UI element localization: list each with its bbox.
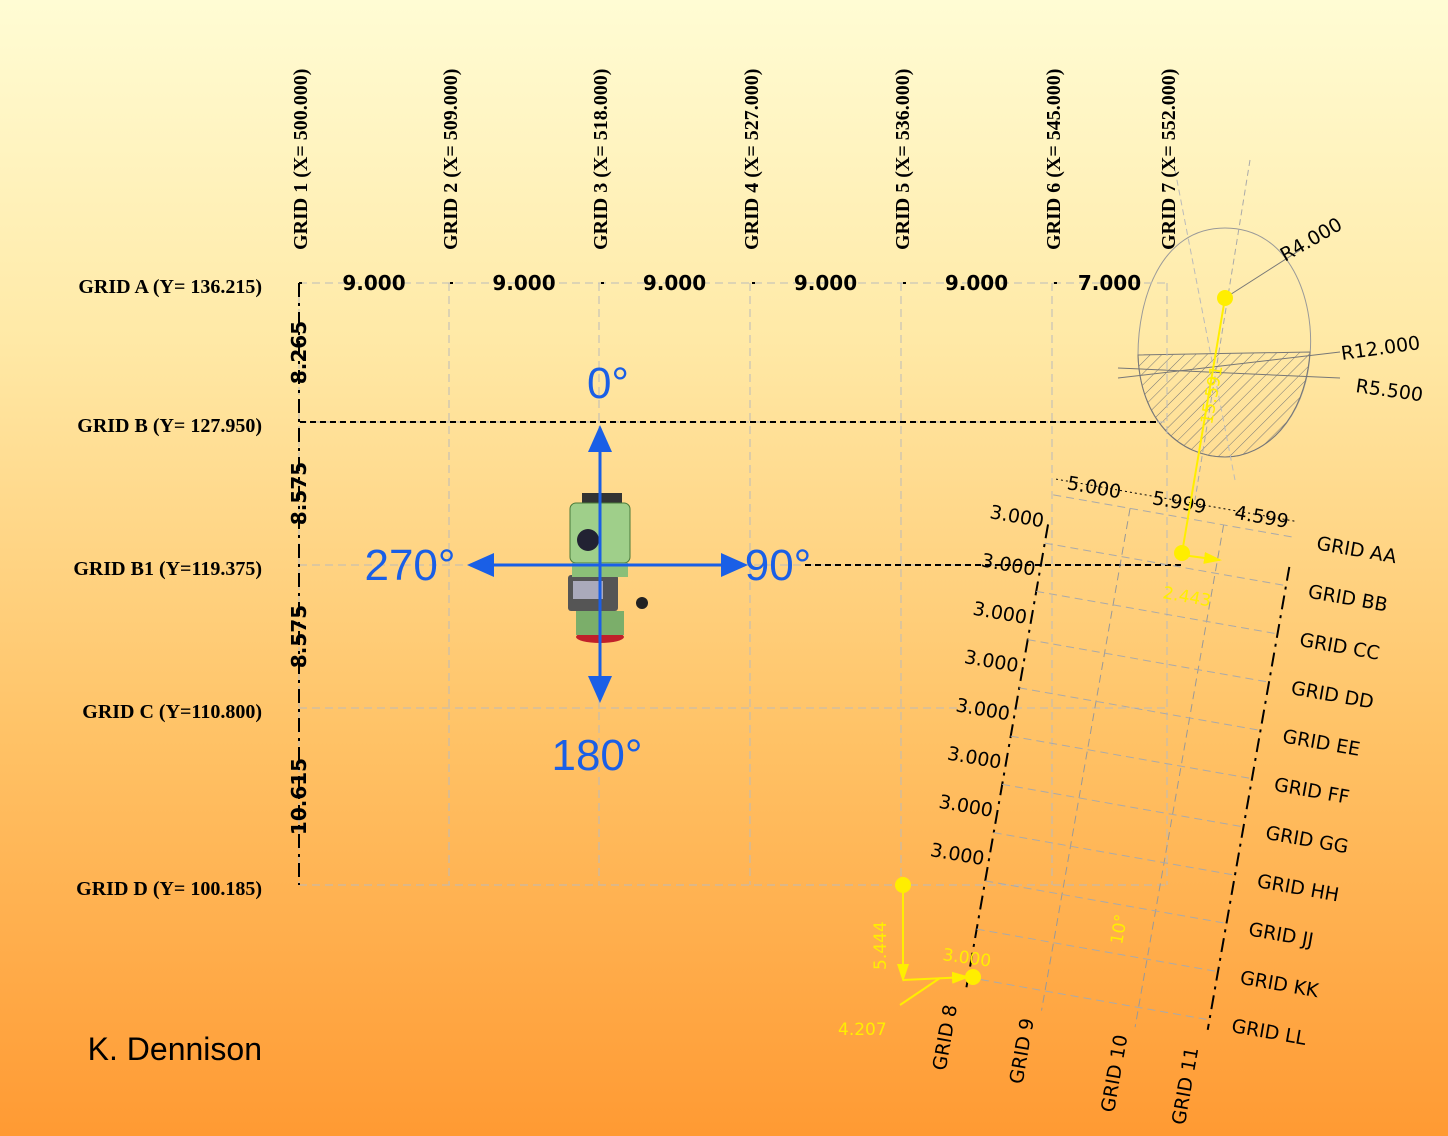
direction-label: 0°	[587, 359, 629, 408]
rotated-column-label: GRID 11	[1168, 1045, 1203, 1126]
setout-line	[902, 971, 970, 984]
setout-label: 4.207	[838, 1020, 887, 1040]
row-spacing: 8.265	[287, 321, 311, 384]
rotated-top-spacing: 5.000	[1065, 472, 1122, 503]
row-label: GRID C (Y=110.800)	[82, 701, 262, 723]
rotated-grid-row	[1019, 687, 1261, 731]
rotated-row-spacing: 3.000	[937, 791, 994, 822]
rotated-row-label: GRID KK	[1238, 967, 1320, 1002]
rotated-row-label: GRID GG	[1264, 822, 1350, 858]
rotated-row-label: GRID HH	[1255, 870, 1340, 906]
rotated-grid-row	[1002, 783, 1244, 828]
rotated-column-label: GRID 9	[1006, 1016, 1039, 1085]
rotated-grid-column	[1134, 524, 1225, 1028]
rotated-grid-row	[1044, 542, 1287, 587]
author: K. Dennison	[88, 1031, 262, 1067]
rotated-row-spacing: 3.000	[971, 598, 1028, 629]
radius-label: R4.000	[1277, 213, 1347, 266]
rotated-grid-row	[1027, 639, 1270, 683]
rotated-grid: GRID AA GRID BB GRID CC GRID DD GRID EE GRID …	[929, 472, 1399, 1126]
rotated-row-spacing: 3.000	[963, 646, 1020, 677]
setout-label: 10°	[1107, 913, 1132, 946]
radius-label: R5.500	[1354, 375, 1424, 406]
rotated-grid-row	[1010, 735, 1253, 780]
rotated-grid-row	[1053, 494, 1295, 538]
row-label: GRID A (Y= 136.215)	[78, 276, 262, 298]
rotated-grid-row	[985, 880, 1227, 924]
rotated-column-label: GRID 8	[929, 1003, 962, 1072]
row-label: GRID B1 (Y=119.375)	[73, 558, 262, 580]
rotated-grid-column	[1041, 508, 1131, 1011]
setout-label: 3.000	[941, 945, 992, 972]
rotated-grid-row	[968, 976, 1210, 1021]
row-spacing: 10.615	[287, 758, 311, 835]
direction-label: 270°	[364, 541, 455, 590]
setout-point	[1174, 545, 1190, 561]
rotated-row-label: GRID CC	[1298, 629, 1381, 665]
column-label: GRID 4 (X= 527.000)	[741, 69, 763, 250]
rotated-row-label: GRID FF	[1272, 774, 1351, 809]
row-spacing: 8.575	[287, 605, 311, 668]
rotated-row-spacing: 3.000	[929, 839, 986, 870]
rotated-row-label: GRID DD	[1289, 677, 1375, 713]
rotated-row-label: GRID LL	[1230, 1015, 1308, 1050]
setout-point	[895, 877, 911, 893]
rotated-row-spacing: 3.000	[954, 694, 1011, 725]
column-spacing: 9.000	[945, 271, 1008, 295]
column-label: GRID 6 (X= 545.000)	[1043, 69, 1065, 250]
setout-line	[899, 977, 941, 1006]
rotated-row-spacing: 3.000	[946, 743, 1003, 774]
column-spacing: 7.000	[1078, 271, 1141, 295]
setout-point	[1217, 290, 1233, 306]
rotated-row-label: GRID AA	[1315, 533, 1398, 569]
total-station-icon	[568, 493, 648, 643]
rotated-row-label: GRID JJ	[1247, 919, 1315, 952]
row-spacing: 8.575	[287, 462, 311, 525]
column-label: GRID 3 (X= 518.000)	[590, 69, 612, 250]
column-label: GRID 5 (X= 536.000)	[892, 69, 914, 250]
column-label: GRID 2 (X= 509.000)	[440, 69, 462, 250]
row-label: GRID B (Y= 127.950)	[77, 415, 262, 437]
rotated-row-spacing: 3.000	[988, 501, 1045, 532]
setout-label: 2.443	[1161, 583, 1212, 611]
rotated-grid-column	[965, 524, 1050, 988]
rotated-row-label: GRID BB	[1306, 581, 1389, 617]
direction-label: 90°	[745, 541, 812, 590]
row-label: GRID D (Y= 100.185)	[76, 878, 262, 900]
setout-point	[965, 969, 981, 985]
column-spacing: 9.000	[794, 271, 857, 295]
radius-label: R12.000	[1340, 332, 1422, 365]
dim-line	[1055, 478, 1298, 523]
direction-label: 180°	[551, 731, 642, 780]
column-spacing: 9.000	[342, 271, 405, 295]
rotated-grid-row	[976, 928, 1219, 973]
rotated-grid-row	[993, 832, 1236, 876]
rotated-column-label: GRID 10	[1097, 1033, 1132, 1114]
rotated-row-spacing: 3.000	[980, 550, 1037, 581]
rotated-row-label: GRID EE	[1281, 726, 1362, 761]
rotated-top-spacing: 4.599	[1233, 502, 1290, 533]
column-spacing: 9.000	[492, 271, 555, 295]
setout-line	[1181, 297, 1226, 554]
column-label: GRID 7 (X= 552.000)	[1158, 69, 1180, 250]
rotated-grid-column	[1206, 566, 1291, 1030]
setout-label: 5.444	[871, 921, 891, 970]
arc-construction	[1117, 159, 1341, 501]
column-label: GRID 1 (X= 500.000)	[290, 69, 312, 250]
rotated-grid-row	[1036, 590, 1278, 635]
column-spacing: 9.000	[643, 271, 706, 295]
